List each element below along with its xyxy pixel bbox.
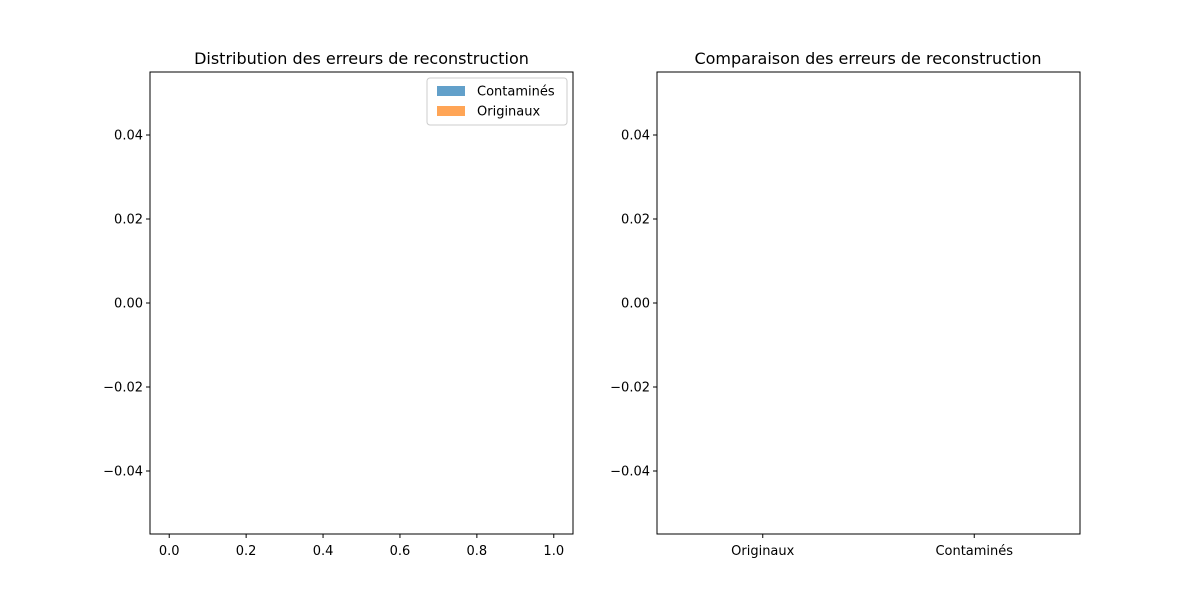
histogram-xtick-label: 1.0 [543,544,564,559]
histogram-legend: Contaminés Originaux [426,77,568,126]
boxplot-xtick-label: Contaminés [935,544,1013,559]
boxplot-ytick-label: 0.02 [621,213,650,228]
histogram-ytick-label: 0.00 [114,297,143,312]
histogram-ytick-label: −0.04 [103,465,143,480]
boxplot-y-axis: −0.04 −0.02 0.00 0.02 0.04 [610,129,657,480]
boxplot-x-axis: Originaux Contaminés [731,534,1013,559]
histogram-x-axis: 0.0 0.2 0.4 0.6 0.8 1.0 [159,534,564,559]
legend-label-originaux: Originaux [477,105,540,120]
histogram-xtick-label: 0.0 [159,544,180,559]
histogram-xtick-label: 0.6 [390,544,411,559]
histogram-y-axis: −0.04 −0.02 0.00 0.02 0.04 [103,129,150,480]
histogram-xtick-label: 0.2 [236,544,257,559]
boxplot-subplot: Comparaison des erreurs de reconstructio… [610,49,1081,559]
boxplot-ytick-label: −0.02 [610,381,650,396]
boxplot-axes-frame [656,71,1081,535]
boxplot-ytick-label: −0.04 [610,465,650,480]
boxplot-ytick-label: 0.00 [621,297,650,312]
histogram-axes-frame [149,71,574,535]
histogram-xtick-label: 0.4 [313,544,334,559]
boxplot-ytick-label: 0.04 [621,129,650,144]
legend-label-contamines: Contaminés [477,85,555,100]
histogram-ytick-label: 0.04 [114,129,143,144]
boxplot-xtick-label: Originaux [731,544,794,559]
histogram-ytick-label: −0.02 [103,381,143,396]
histogram-subplot: Distribution des erreurs de reconstructi… [103,49,574,559]
histogram-xtick-label: 0.8 [467,544,488,559]
histogram-ytick-label: 0.02 [114,213,143,228]
legend-swatch-originaux [437,106,465,116]
boxplot-title: Comparaison des erreurs de reconstructio… [694,49,1041,68]
legend-swatch-contamines [437,86,465,96]
histogram-title: Distribution des erreurs de reconstructi… [194,49,529,68]
